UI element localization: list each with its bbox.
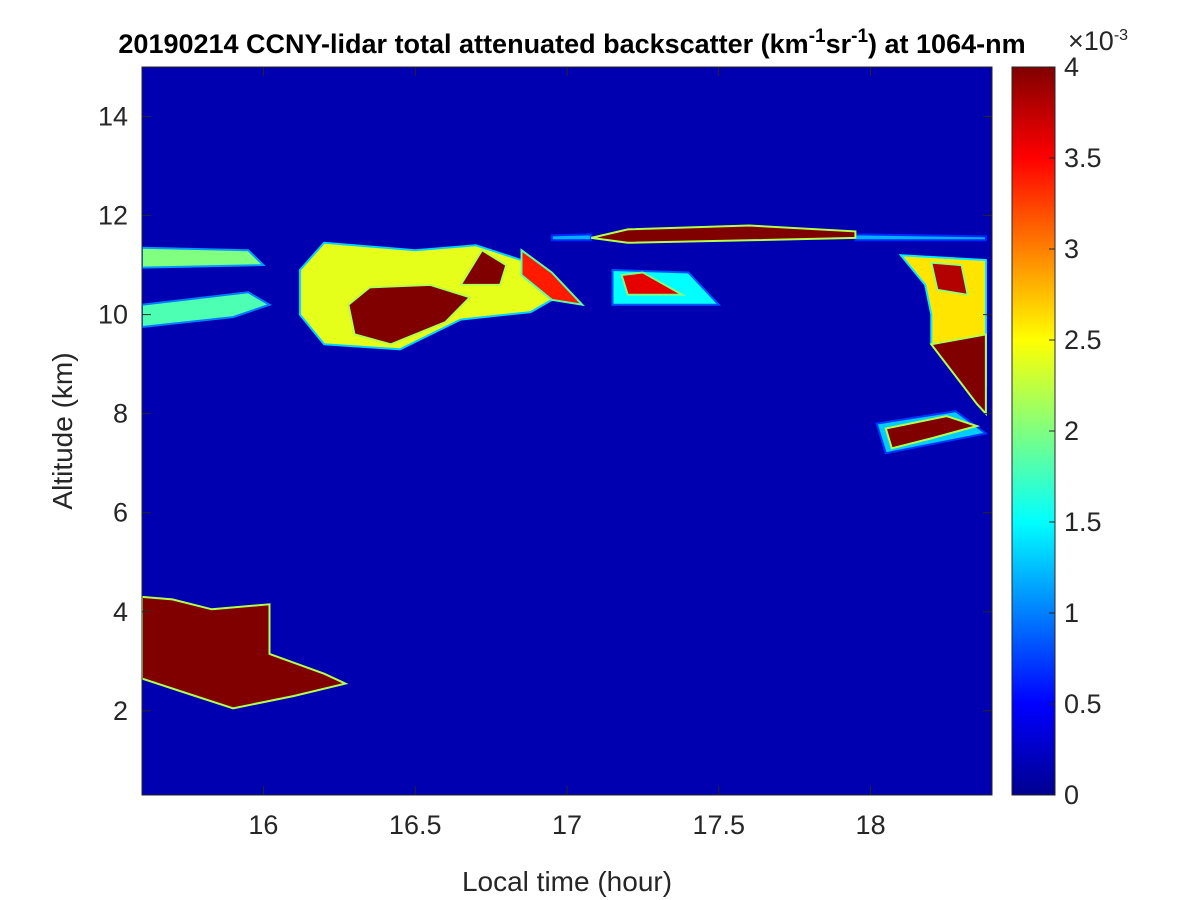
backscatter-region (142, 291, 272, 329)
colorbar-ticks: 0 0.5 1 1.5 2 2.5 3 3.5 4 (1049, 52, 1102, 810)
colorbar: 0 0.5 1 1.5 2 2.5 3 3.5 4 ×10-3 (1011, 26, 1128, 810)
backscatter-region (347, 283, 472, 346)
plot-area: 16 16.5 17 17.5 18 2 4 6 8 10 12 14 (98, 66, 993, 840)
y-tick-label: 12 (98, 201, 128, 231)
colorbar-gradient (1011, 66, 1056, 796)
y-tick-label: 6 (113, 498, 128, 528)
colorbar-exponent: ×10-3 (1068, 26, 1128, 56)
colorbar-tick-label: 1.5 (1064, 507, 1102, 537)
y-tick-label: 14 (98, 102, 128, 132)
x-axis: 16 16.5 17 17.5 18 (248, 67, 886, 840)
x-tick-label: 16 (248, 810, 278, 840)
backscatter-region (550, 233, 593, 242)
colorbar-tick-label: 1 (1064, 598, 1079, 628)
colorbar-tick-label: 4 (1064, 52, 1079, 82)
colorbar-tick-label: 2.5 (1064, 325, 1102, 355)
y-tick-label: 2 (113, 696, 128, 726)
backscatter-region (854, 233, 987, 242)
chart-title: 20190214 CCNY-lidar total attenuated bac… (118, 26, 1025, 59)
backscatter-region (620, 271, 687, 296)
x-tick-label: 16.5 (389, 810, 442, 840)
colorbar-tick-label: 0.5 (1064, 689, 1102, 719)
y-axis-label: Altitude (km) (47, 352, 78, 509)
x-axis-label: Local time (hour) (462, 866, 672, 897)
backscatter-region (591, 224, 857, 244)
y-tick-label: 8 (113, 399, 128, 429)
backscatter-region (929, 333, 987, 417)
colorbar-tick-label: 3.5 (1064, 143, 1102, 173)
y-axis: 2 4 6 8 10 12 14 (98, 102, 992, 726)
heatmap-features (142, 224, 989, 710)
y-tick-label: 10 (98, 300, 128, 330)
backscatter-region (930, 261, 969, 297)
y-tick-label: 4 (113, 597, 128, 627)
backscatter-region (458, 248, 508, 286)
x-tick-label: 17 (552, 810, 582, 840)
x-tick-label: 18 (856, 810, 886, 840)
colorbar-tick-label: 3 (1064, 234, 1079, 264)
backscatter-region (142, 595, 349, 710)
backscatter-region (520, 248, 585, 307)
backscatter-region (884, 415, 981, 450)
backscatter-region (142, 246, 266, 269)
x-tick-label: 17.5 (693, 810, 746, 840)
colorbar-tick-label: 0 (1064, 780, 1079, 810)
colorbar-tick-label: 2 (1064, 416, 1079, 446)
